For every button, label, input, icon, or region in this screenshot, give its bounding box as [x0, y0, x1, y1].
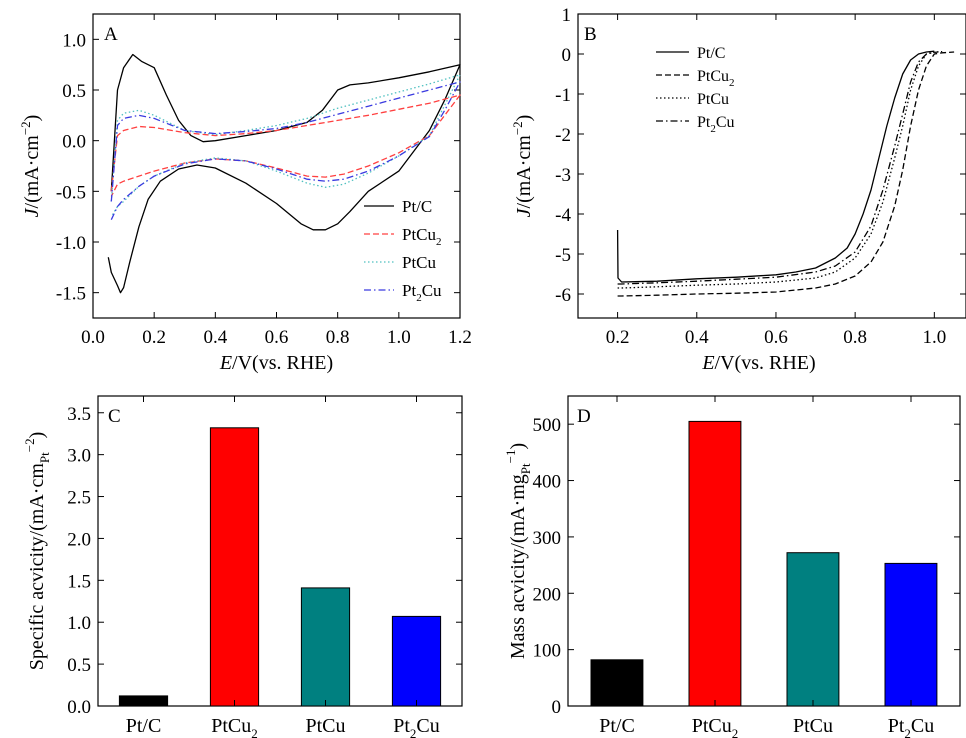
series-line: [110, 81, 461, 220]
series-line: [617, 50, 943, 289]
category-label: PtCu2: [211, 715, 258, 738]
plot-frame: [577, 13, 966, 319]
y-tick-label: 0.5: [67, 655, 91, 676]
category-label: Pt/C: [126, 715, 162, 737]
y-tick-label: 0.0: [62, 132, 86, 153]
y-tick-label: -2: [555, 125, 571, 146]
y-tick-label: 0.5: [62, 81, 86, 102]
y-tick-label: 0: [552, 697, 562, 718]
x-tick-label: 0.2: [142, 327, 166, 348]
y-tick-label: 0.0: [67, 697, 91, 718]
y-tick-label: 1.5: [67, 571, 91, 592]
category-label: PtCu2: [692, 715, 739, 738]
y-tick-label: 300: [533, 528, 562, 549]
series-line: [107, 53, 461, 294]
y-tick-label: 0: [562, 45, 572, 66]
legend-label: PtCu2: [402, 225, 442, 248]
plot-frame: [97, 395, 463, 707]
y-axis-label: Mass acvicity/(mA·mgPt−1): [503, 443, 533, 659]
bar: [884, 562, 938, 707]
y-tick-label: 500: [533, 415, 562, 436]
series-line: [617, 51, 939, 285]
legend-label: Pt/C: [697, 45, 725, 62]
panel-label: C: [108, 406, 121, 427]
panel-d-mass-activity-chart: D 0 100 200 300 400 500 Pt/C PtCu2 PtCu Pt2Cu Mass …: [503, 395, 961, 738]
x-tick-label: 0.8: [326, 327, 350, 348]
y-axis-label: J/(mA·cm−2): [18, 115, 43, 218]
y-tick-label: 400: [533, 472, 562, 493]
y-tick-label: -6: [555, 285, 571, 306]
panel-b-lsv-chart: B1 0 -1 -2 -3 -4 -5 -6 0.2 0.4 0.6 0.8 1.0 E/V(vs. RH…: [510, 5, 966, 374]
legend-label: Pt2Cu: [697, 114, 735, 135]
x-axis-label: E/V(vs. RHE): [701, 352, 815, 374]
legend-label: PtCu: [697, 91, 729, 108]
y-tick-label: -1.5: [56, 284, 86, 305]
x-tick-label: 0.6: [764, 327, 788, 348]
x-tick-label: 1.2: [448, 327, 472, 348]
category-label: Pt/C: [599, 715, 635, 737]
series-line: [110, 74, 461, 218]
bar: [590, 659, 644, 707]
y-tick-label: -1: [555, 85, 571, 106]
y-tick-label: 1.0: [62, 30, 86, 51]
panel-label: D: [577, 406, 591, 427]
panel-label: A: [104, 24, 118, 45]
x-tick-label: 0.6: [265, 327, 289, 348]
y-axis-label: J/(mA·cm−2): [510, 115, 535, 218]
panel-c-specific-activity-chart: C 0.0 0.5 1.0 1.5 2.0 2.5 3.0 3.5 Pt/C PtCu2 PtCu Pt…: [22, 395, 463, 738]
bar: [688, 420, 742, 707]
y-tick-label: -3: [555, 165, 571, 186]
legend-label: Pt/C: [402, 197, 432, 216]
x-tick-label: 0.4: [203, 327, 227, 348]
x-tick-label: 1.0: [387, 327, 411, 348]
y-tick-label: 2.5: [67, 488, 91, 509]
legend-label: PtCu2: [697, 68, 735, 89]
x-axis-label: E/V(vs. RHE): [219, 352, 333, 374]
category-label: PtCu: [793, 715, 833, 737]
y-tick-label: -5: [555, 245, 571, 266]
plot-frame: [567, 395, 961, 707]
bar: [300, 587, 351, 707]
series-line: [617, 51, 955, 297]
plot-frame: [92, 13, 461, 319]
panel-a-cv-chart: A 1.0 0.5 0.0 -0.5 -1.0 -1.5 0.0 0.2 0.4 0.6 0.8 1.0…: [18, 13, 472, 374]
series-line: [110, 94, 461, 197]
category-label: Pt2Cu: [393, 715, 440, 738]
panel-label: B: [584, 24, 597, 45]
y-tick-label: -4: [555, 205, 571, 226]
y-tick-label: 3.0: [67, 446, 91, 467]
bar: [391, 615, 442, 707]
y-tick-label: -1.0: [56, 233, 86, 254]
y-axis-label: Specific acvicity/(mA·cmPt−2): [22, 432, 52, 671]
x-tick-label: 0.2: [606, 327, 630, 348]
y-tick-label: 200: [533, 584, 562, 605]
bar: [786, 552, 840, 707]
y-tick-label: 3.5: [67, 404, 91, 425]
y-tick-label: 1.0: [67, 613, 91, 634]
legend-label: PtCu: [402, 253, 437, 272]
y-tick-label: 1: [562, 5, 572, 26]
y-tick-label: 100: [533, 641, 562, 662]
series-line: [616, 50, 935, 283]
x-tick-label: 0.4: [685, 327, 709, 348]
x-tick-label: 0.8: [843, 327, 867, 348]
category-label: Pt2Cu: [888, 715, 935, 738]
bar: [209, 427, 260, 707]
legend-label: Pt2Cu: [402, 281, 442, 304]
category-label: PtCu: [305, 715, 345, 737]
y-tick-label: 2.0: [67, 529, 91, 550]
y-tick-label: -0.5: [56, 182, 86, 203]
x-tick-label: 1.0: [922, 327, 946, 348]
x-tick-label: 0.0: [81, 327, 105, 348]
